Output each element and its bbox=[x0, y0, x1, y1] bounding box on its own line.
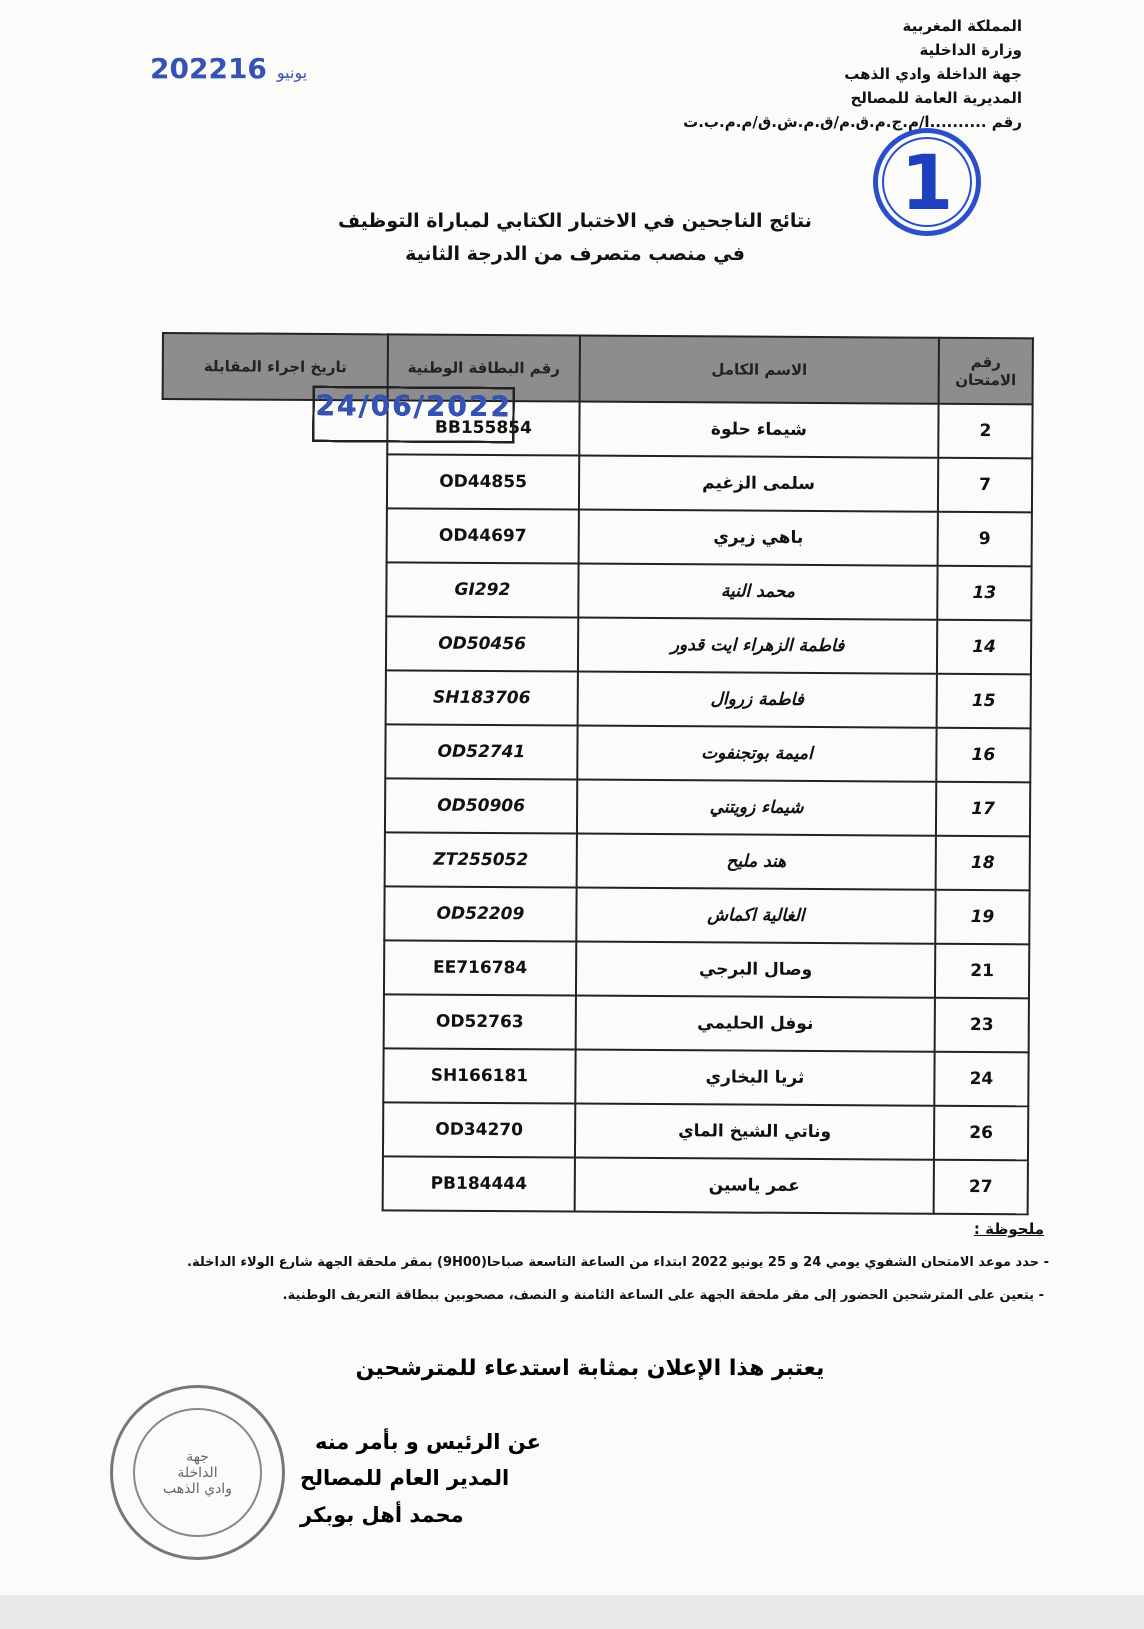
table-row: 7 سلمى الزغيم OD44855 24/06/2022 bbox=[162, 385, 1033, 513]
table-row: 13 محمد النية GI292 24/06/2022 bbox=[161, 385, 1032, 621]
signatory-name: محمد أهل بوبكر bbox=[300, 1503, 464, 1527]
exam-number-cell: 18 bbox=[935, 835, 1030, 891]
letterhead: المملكة المغربية وزارة الداخلية جهة الدا… bbox=[683, 14, 1022, 134]
full-name-cell: وصال البرجي bbox=[575, 941, 936, 998]
full-name-cell: باهي زيري bbox=[578, 509, 938, 566]
full-name-cell: نوفل الحليمي bbox=[575, 995, 935, 1052]
table-row: 23 نوفل الحليمي OD52763 24/06/2022 bbox=[159, 385, 1029, 1053]
results-table: رقم الامتحان الاسم الكامل رقم البطاقة ال… bbox=[157, 332, 1034, 1215]
full-name-cell: شيماء حلوة bbox=[579, 401, 939, 458]
national-id-cell: OD50906 bbox=[384, 778, 578, 834]
full-name-cell: وناتي الشيخ الماي bbox=[574, 1103, 935, 1160]
seal-text: الداخلة bbox=[177, 1464, 218, 1481]
national-id-cell: OD52763 bbox=[383, 994, 576, 1050]
seal-text: وادي الذهب bbox=[163, 1480, 232, 1497]
exam-number-cell: 14 bbox=[936, 619, 1032, 675]
circled-number-stamp: 1 bbox=[873, 128, 981, 236]
exam-number-cell: 17 bbox=[935, 781, 1031, 837]
table-row: 16 اميمة بوتجنفوت OD52741 24/06/2022 bbox=[160, 385, 1031, 783]
document-subtitle: في منصب متصرف من الدرجة الثانية bbox=[405, 243, 745, 265]
signature-line: عن الرئيس و بأمر منه bbox=[315, 1430, 541, 1454]
table-header-row: رقم الامتحان الاسم الكامل رقم البطاقة ال… bbox=[162, 333, 1033, 405]
national-id-cell: OD52741 bbox=[385, 724, 578, 780]
exam-number-cell: 2 bbox=[938, 403, 1033, 459]
full-name-cell: ثريا البخاري bbox=[575, 1049, 935, 1106]
table-row: 15 فاطمة زروال SH183706 24/06/2022 bbox=[161, 385, 1031, 729]
exam-number-cell: 13 bbox=[937, 565, 1032, 621]
national-id-cell: SH166181 bbox=[383, 1048, 576, 1104]
letterhead-line: المملكة المغربية bbox=[902, 17, 1022, 35]
document-title: نتائج الناجحين في الاختبار الكتابي لمبار… bbox=[338, 210, 812, 232]
full-name-cell: سلمى الزغيم bbox=[578, 455, 939, 512]
table-row: 26 وناتي الشيخ الماي OD34270 24/06/2022 bbox=[158, 385, 1029, 1161]
full-name-cell: فاطمة الزهراء ايت قدور bbox=[577, 617, 938, 674]
table-row: 14 فاطمة الزهراء ايت قدور OD50456 24/06/202… bbox=[161, 385, 1032, 675]
exam-number-cell: 24 bbox=[934, 1051, 1029, 1107]
national-id-cell: SH183706 bbox=[385, 670, 578, 726]
header-full-name: الاسم الكامل bbox=[579, 335, 939, 404]
official-seal: جهة الداخلة وادي الذهب bbox=[110, 1385, 285, 1560]
exam-number-cell: 27 bbox=[933, 1159, 1028, 1215]
notes-heading: ملحوظة : bbox=[973, 1220, 1044, 1238]
national-id-cell: OD52209 bbox=[384, 886, 577, 942]
exam-number-cell: 9 bbox=[937, 511, 1032, 567]
letterhead-line: وزارة الداخلية bbox=[919, 41, 1022, 59]
document-page: المملكة المغربية وزارة الداخلية جهة الدا… bbox=[0, 0, 1144, 1595]
exam-number-cell: 19 bbox=[935, 889, 1030, 945]
exam-number-cell: 23 bbox=[934, 997, 1029, 1053]
table-row: 27 عمر ياسين PB184444 24/06/2022 bbox=[158, 385, 1028, 1215]
national-id-cell: OD44855 bbox=[386, 454, 580, 510]
table-row: 17 شيماء زويتني OD50906 24/06/2022 bbox=[160, 385, 1031, 837]
table-row: 18 هند مليح ZT255052 24/06/2022 bbox=[160, 385, 1030, 891]
national-id-cell: PB184444 bbox=[382, 1156, 575, 1212]
announcement: يعتبر هذا الإعلان بمثابة استدعاء للمترشح… bbox=[355, 1356, 825, 1381]
full-name-cell: عمر ياسين bbox=[574, 1157, 934, 1214]
exam-number-cell: 7 bbox=[937, 457, 1033, 513]
full-name-cell: الغالية اكماش bbox=[576, 887, 936, 944]
national-id-cell: EE716784 bbox=[383, 940, 577, 996]
national-id-cell: OD50456 bbox=[385, 616, 579, 672]
note-item: - يتعين على المترشحين الحضور إلى مقر ملح… bbox=[282, 1288, 1044, 1303]
signature-title: المدير العام للمصالح bbox=[300, 1466, 510, 1490]
table-row: 21 وصال البرجي EE716784 24/06/2022 bbox=[159, 385, 1030, 999]
exam-number-cell: 15 bbox=[936, 673, 1031, 729]
reference-number: رقم ..........ا/م.ج.م.ق.م/ق.م.ش.ق/م.م.ب.… bbox=[683, 113, 1022, 131]
table-row: 19 الغالية اكماش OD52209 24/06/2022 bbox=[159, 385, 1030, 945]
note-item: - حدد موعد الامتحان الشفوي يومي 24 و 25 … bbox=[187, 1255, 1049, 1270]
full-name-cell: فاطمة زروال bbox=[577, 671, 937, 728]
full-name-cell: محمد النية bbox=[578, 563, 938, 620]
letterhead-line: جهة الداخلة وادي الذهب bbox=[844, 65, 1022, 83]
table-row: 2 شيماء حلوة BB155854 24/06/2022 bbox=[162, 385, 1033, 459]
date-month: يونيو bbox=[276, 63, 308, 82]
date-stamp: 2022 يونيو 16 bbox=[150, 52, 317, 85]
full-name-cell: اميمة بوتجنفوت bbox=[577, 725, 937, 782]
interview-date-cell: 24/06/2022 bbox=[312, 385, 515, 444]
national-id-cell: OD34270 bbox=[382, 1102, 576, 1158]
full-name-cell: هند مليح bbox=[576, 833, 936, 890]
letterhead-line: المديرية العامة للمصالح bbox=[850, 89, 1022, 107]
national-id-cell: GI292 bbox=[386, 562, 579, 618]
exam-number-cell: 26 bbox=[933, 1105, 1029, 1161]
seal-text: جهة bbox=[186, 1448, 209, 1465]
exam-number-cell: 16 bbox=[936, 727, 1031, 783]
table-row: 24 ثريا البخاري SH166181 24/06/2022 bbox=[158, 385, 1029, 1107]
exam-number-cell: 21 bbox=[934, 943, 1030, 999]
date-day: 16 bbox=[227, 52, 267, 85]
national-id-cell: ZT255052 bbox=[384, 832, 577, 888]
national-id-cell: OD44697 bbox=[386, 508, 579, 564]
full-name-cell: شيماء زويتني bbox=[576, 779, 937, 836]
date-year: 2022 bbox=[150, 52, 228, 85]
table-row: 9 باهي زيري OD44697 24/06/2022 bbox=[162, 385, 1032, 567]
header-exam-number: رقم الامتحان bbox=[938, 337, 1033, 405]
